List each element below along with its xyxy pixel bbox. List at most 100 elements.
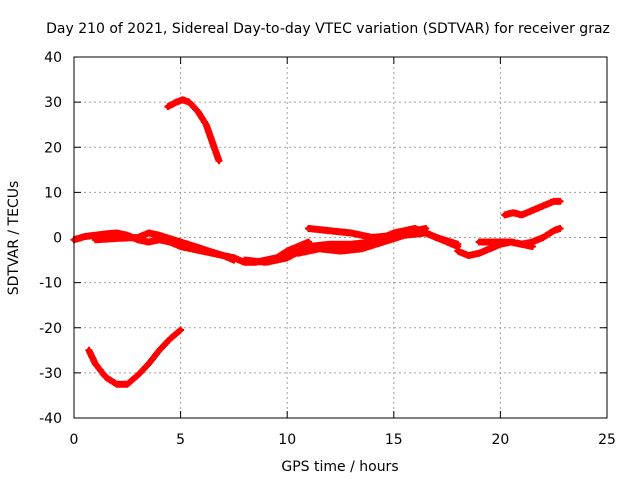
grid-lines [74,57,607,418]
data-point [557,198,563,204]
data-point [540,203,546,209]
data-point [146,239,152,245]
data-point [124,381,130,387]
data-point [146,361,152,367]
x-tick-label: 10 [278,432,296,448]
data-point [455,244,461,250]
data-point [173,99,179,105]
data-point [348,230,354,236]
data-point [487,239,493,245]
data-point [401,232,407,238]
data-point [465,253,471,259]
y-tick-label: 10 [44,185,62,201]
data-point [508,239,514,245]
data-point [82,234,88,240]
y-tick-label: 0 [53,231,62,247]
data-point [348,241,354,247]
data-point [114,235,120,241]
data-point [146,230,152,236]
x-axis-label: GPS time / hours [281,459,398,475]
data-point [423,230,429,236]
data-point [284,248,290,254]
series-arc-4 [91,229,238,264]
data-point [295,250,301,256]
x-tick-label: 5 [176,432,185,448]
data-point [242,257,248,263]
data-point [551,198,557,204]
data-point [86,347,92,353]
data-point [156,232,162,238]
y-tick-label: -40 [39,411,62,427]
x-tick-label: 0 [70,432,79,448]
data-point [519,212,525,218]
data-point [359,246,365,252]
x-tick-label: 15 [385,432,403,448]
data-point [186,99,192,105]
y-axis-label: SDTVAR / TECUs [6,181,22,296]
data-point [114,230,120,236]
data-point [551,228,557,234]
y-tick-label: -10 [39,276,62,292]
x-tick-label: 20 [491,432,509,448]
data-point [210,140,216,146]
series-arc-7 [294,229,462,257]
data-point [199,246,205,252]
series-markers [85,326,185,388]
data-point [519,241,525,247]
y-tick-label: 30 [44,95,62,111]
data-point [529,239,535,245]
data-point [220,253,226,259]
data-point [231,257,237,263]
y-tick-label: 20 [44,140,62,156]
data-point [327,241,333,247]
data-point [92,361,98,367]
data-point [92,237,98,243]
series-arc-2 [164,96,223,165]
plot-frame [73,56,608,419]
data-point [156,347,162,353]
data-point [444,239,450,245]
data-point [195,108,201,114]
y-tick-label: 40 [44,50,62,66]
data-point [510,210,516,216]
data-point [295,244,301,250]
data-point [476,250,482,256]
series-arc-10 [501,197,564,219]
data-point [540,235,546,240]
data-point [180,97,186,103]
data-point [135,372,141,378]
data-point [476,239,482,245]
data-point [502,212,508,218]
data-point [497,239,503,245]
data-point [216,158,222,164]
data-point [487,246,493,252]
data-point [114,381,120,387]
data-point [455,248,461,254]
data-point [306,225,312,231]
data-point [135,235,141,240]
series-arc-9 [475,225,564,248]
data-point [529,207,535,213]
data-point [103,231,109,237]
data-point [178,239,184,245]
series-markers [164,96,223,165]
data-point [263,259,269,265]
data-point [203,122,209,128]
data-point [327,228,333,234]
data-point [557,225,563,231]
data-point [316,246,322,252]
data-series [70,96,564,388]
data-point [380,239,386,245]
series-arc-1 [85,326,185,388]
data-point [369,235,375,240]
data-point [165,104,171,110]
chart-title: Day 210 of 2021, Sidereal Day-to-day VTE… [46,21,610,37]
x-tick-label: 25 [598,432,616,448]
y-tick-label: -30 [39,366,62,382]
data-point [284,255,290,261]
data-point [103,374,109,380]
data-point [167,336,173,342]
data-point [178,327,184,333]
y-tick-label: -20 [39,321,62,337]
